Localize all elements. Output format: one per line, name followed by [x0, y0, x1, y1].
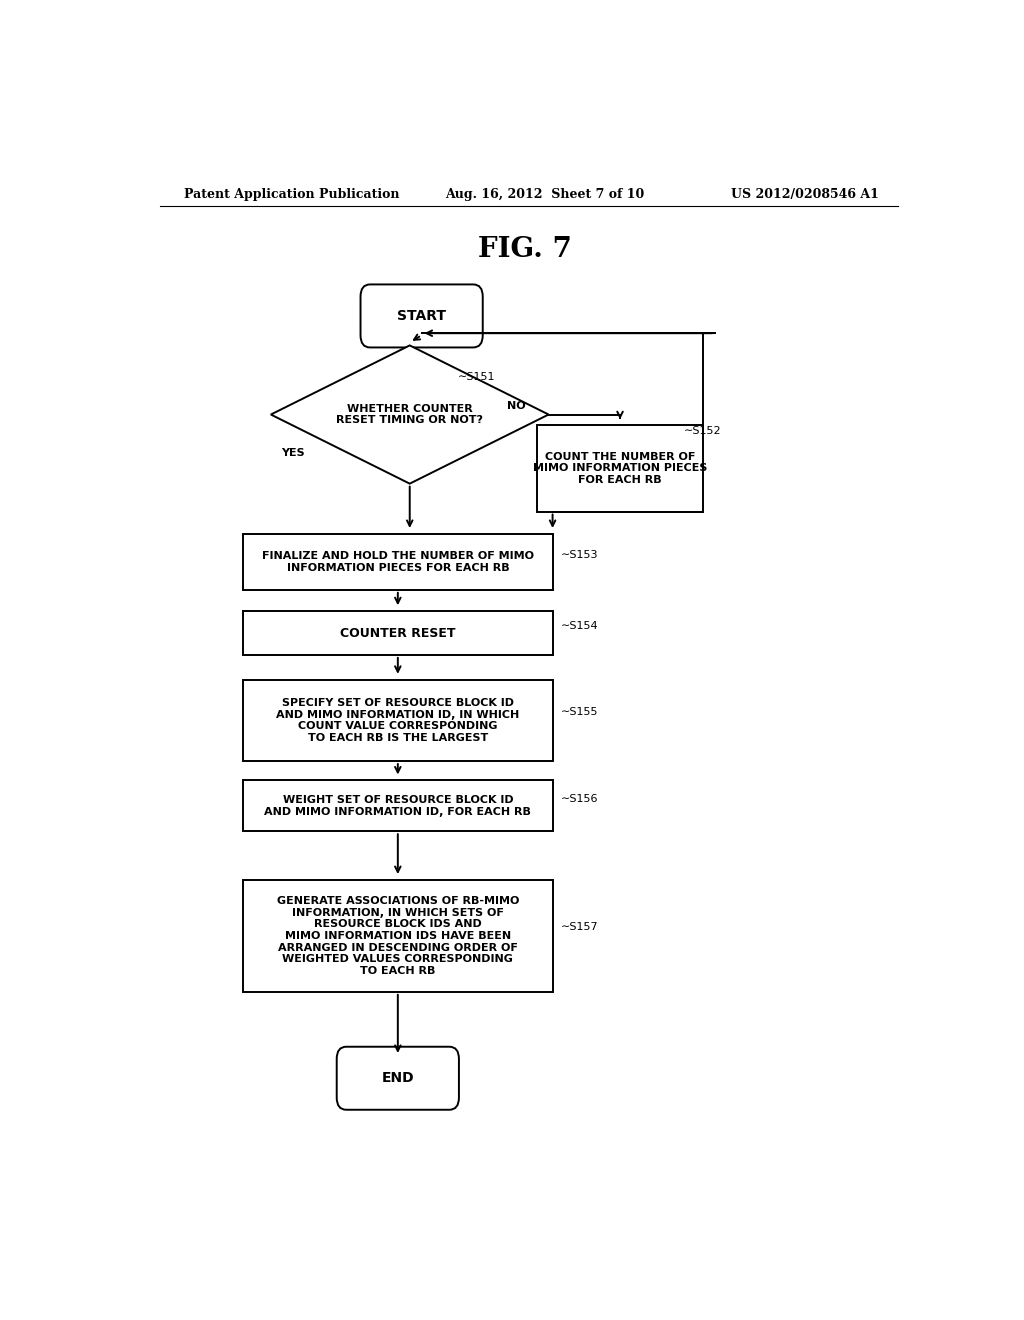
Text: ∼S151: ∼S151: [458, 372, 495, 381]
Text: FINALIZE AND HOLD THE NUMBER OF MIMO
INFORMATION PIECES FOR EACH RB: FINALIZE AND HOLD THE NUMBER OF MIMO INF…: [262, 552, 534, 573]
Text: ∼S155: ∼S155: [560, 708, 598, 717]
Text: FIG. 7: FIG. 7: [478, 236, 571, 264]
Text: NO: NO: [507, 401, 526, 412]
Text: END: END: [382, 1072, 414, 1085]
Text: Aug. 16, 2012  Sheet 7 of 10: Aug. 16, 2012 Sheet 7 of 10: [445, 189, 645, 202]
Text: ∼S154: ∼S154: [560, 620, 598, 631]
Text: US 2012/0208546 A1: US 2012/0208546 A1: [731, 189, 879, 202]
Text: COUNT THE NUMBER OF
MIMO INFORMATION PIECES
FOR EACH RB: COUNT THE NUMBER OF MIMO INFORMATION PIE…: [532, 451, 708, 484]
Bar: [243, 535, 553, 590]
Text: ∼S156: ∼S156: [560, 793, 598, 804]
Text: START: START: [397, 309, 446, 323]
Text: ∼S153: ∼S153: [560, 550, 598, 560]
Text: COUNTER RESET: COUNTER RESET: [340, 627, 456, 640]
Text: ∼S157: ∼S157: [560, 921, 598, 932]
Polygon shape: [270, 346, 549, 483]
Text: ∼S152: ∼S152: [684, 426, 721, 436]
FancyBboxPatch shape: [360, 284, 482, 347]
Text: YES: YES: [282, 449, 305, 458]
Text: GENERATE ASSOCIATIONS OF RB-MIMO
INFORMATION, IN WHICH SETS OF
RESOURCE BLOCK ID: GENERATE ASSOCIATIONS OF RB-MIMO INFORMA…: [276, 896, 519, 975]
Text: SPECIFY SET OF RESOURCE BLOCK ID
AND MIMO INFORMATION ID, IN WHICH
COUNT VALUE C: SPECIFY SET OF RESOURCE BLOCK ID AND MIM…: [276, 698, 519, 743]
Text: WEIGHT SET OF RESOURCE BLOCK ID
AND MIMO INFORMATION ID, FOR EACH RB: WEIGHT SET OF RESOURCE BLOCK ID AND MIMO…: [264, 795, 531, 817]
Bar: [243, 611, 553, 655]
Text: Patent Application Publication: Patent Application Publication: [183, 189, 399, 202]
FancyBboxPatch shape: [337, 1047, 459, 1110]
Bar: [243, 680, 553, 762]
Bar: [243, 780, 553, 832]
Bar: [243, 880, 553, 991]
Text: WHETHER COUNTER
RESET TIMING OR NOT?: WHETHER COUNTER RESET TIMING OR NOT?: [336, 404, 483, 425]
Bar: [537, 425, 703, 512]
